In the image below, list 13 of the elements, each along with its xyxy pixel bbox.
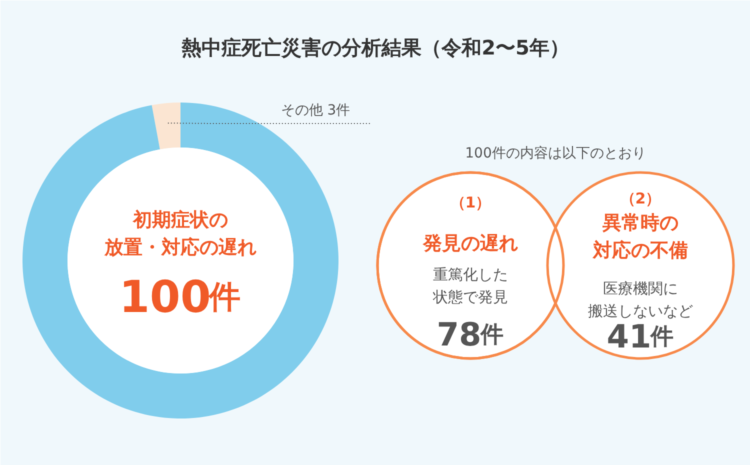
data-label: 41件 <box>606 318 674 356</box>
category-label: 異常時の対応の不備 <box>592 212 688 262</box>
data-label: 100件 <box>119 272 241 323</box>
data-label: 78件 <box>436 316 504 354</box>
category-label: 発見の遅れ <box>422 232 518 254</box>
chart-title: 熱中症死亡災害の分析結果（令和2〜5年） <box>180 36 570 60</box>
text: （2） <box>620 190 661 208</box>
text: 医療機関に搬送しないなど <box>588 279 693 320</box>
text: 重篤化した状態で発見 <box>432 265 508 306</box>
slice-label: 初期症状の放置・対応の遅れ <box>104 208 256 258</box>
text: （1） <box>450 194 491 212</box>
text: 100件の内容は以下のとおり <box>465 146 646 162</box>
slice-label: その他 3件 <box>280 102 350 118</box>
